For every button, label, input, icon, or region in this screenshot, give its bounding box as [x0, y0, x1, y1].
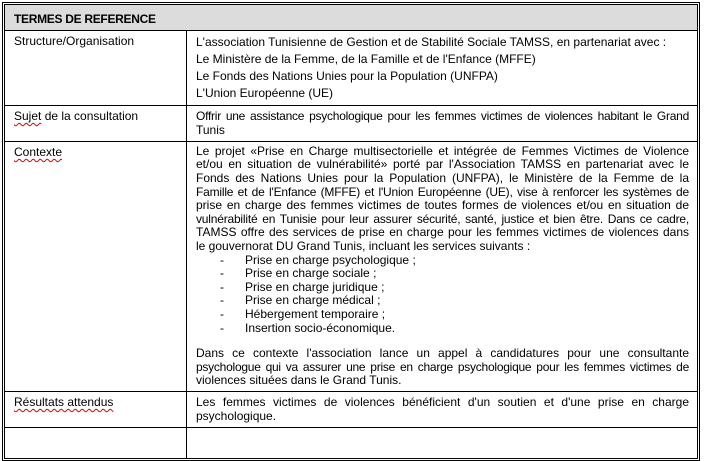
text-line: psychologique. — [196, 409, 277, 424]
table-row-structure: Structure/Organisation L'association Tun… — [5, 31, 697, 106]
row-label: Sujet de la consultation — [5, 106, 187, 141]
bullet-item: - Prise en charge médical ; — [220, 293, 381, 308]
text-line: violences situées dans le Grand Tunis. — [196, 373, 402, 388]
text-line: Le projet «Prise en Charge multisectorie… — [196, 143, 689, 158]
text-line: Famille et de l'Enfance (MFFE) et l'Unio… — [196, 184, 689, 199]
text-line: Offrir une assistance psychologique pour… — [196, 109, 689, 123]
bullet-item: - Insertion socio-économique. — [220, 320, 396, 335]
row-label: Contexte — [5, 141, 187, 391]
row-content: Le projet «Prise en Charge multisectorie… — [187, 142, 697, 391]
table-row-sujet: Sujet de la consultation Offrir une assi… — [5, 106, 697, 142]
text-line: Le Fonds des Nations Unies pour la Popul… — [196, 69, 498, 83]
text-line: psychologue qui va assurer une prise en … — [196, 359, 689, 374]
table-row-contexte: Contexte Le projet «Prise en Charge mult… — [5, 141, 697, 392]
text-line: Dans ce contexte l'association lance un … — [196, 346, 689, 361]
bullet-item: - Prise en charge juridique ; — [220, 279, 385, 294]
label-text: Résultats attendus — [14, 394, 114, 409]
text-line: et/ou en situation de vulnérabilité» por… — [196, 157, 689, 172]
text-line: TAMSS offre des services de prise en cha… — [196, 225, 689, 240]
row-content: Offrir une assistance psychologique pour… — [187, 106, 697, 141]
label-rest: de la consultation — [41, 109, 139, 123]
text-line: Les femmes victimes de violences bénéfic… — [196, 394, 689, 409]
row-label: Structure/Organisation — [5, 31, 187, 105]
text-line: L'association Tunisienne de Gestion et d… — [196, 35, 667, 49]
label-text: Contexte — [14, 144, 63, 159]
text-line: le gouvernorat DU Grand Tunis, incluant … — [196, 238, 531, 253]
text-line: vulnérabilité en Tunisie pour leur assur… — [196, 211, 689, 226]
table-title: TERMES DE REFERENCE — [5, 5, 697, 31]
text-line: Tunis — [196, 123, 225, 138]
bullet-item: - Prise en charge psychologique ; — [220, 252, 416, 267]
row-content: L'association Tunisienne de Gestion et d… — [187, 31, 697, 105]
text-line: prise en charge des femmes victimes de t… — [196, 198, 689, 213]
row-label: Résultats attendus — [5, 391, 187, 427]
text-line: L'Union Européenne (UE) — [196, 86, 334, 100]
text-line: Le Ministère de la Femme, de la Famille … — [196, 52, 536, 66]
bullet-item: - Hébergement temporaire ; — [220, 306, 386, 321]
table-row-resultats: Résultats attendus Les femmes victimes d… — [5, 391, 697, 428]
bullet-item: - Prise en charge sociale ; — [220, 266, 377, 281]
text-line: Fonds des Nations Unies pour la Populati… — [196, 171, 689, 185]
label-word: Sujet — [14, 109, 42, 123]
row-content: Les femmes victimes de violences bénéfic… — [187, 392, 697, 427]
table-row-next — [5, 427, 697, 458]
